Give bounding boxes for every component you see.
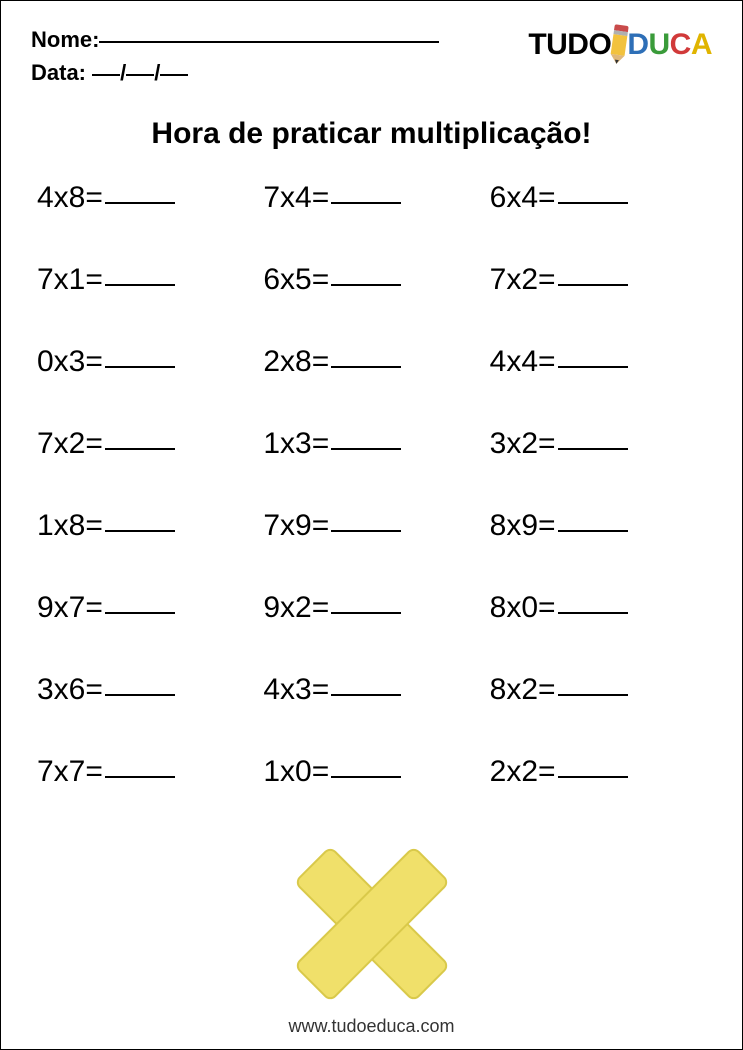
worksheet-page: Nome: Data: / / TUDO DUCA Hora de pratica… [0,0,743,1050]
answer-blank[interactable] [105,284,175,286]
problem-expression: 8x2= [490,673,556,707]
problem-item: 7x4= [263,181,479,215]
problem-expression: 4x4= [490,345,556,379]
problem-item: 2x2= [490,755,706,789]
problem-item: 8x9= [490,509,706,543]
problem-item: 7x9= [263,509,479,543]
answer-blank[interactable] [105,612,175,614]
problem-expression: 0x3= [37,345,103,379]
problem-item: 7x2= [37,427,253,461]
answer-blank[interactable] [105,202,175,204]
problem-expression: 7x1= [37,263,103,297]
answer-blank[interactable] [558,202,628,204]
answer-blank[interactable] [331,284,401,286]
problem-expression: 8x9= [490,509,556,543]
problem-item: 8x0= [490,591,706,625]
date-blank-year[interactable] [160,74,188,76]
answer-blank[interactable] [105,530,175,532]
name-label: Nome: [31,27,99,52]
brand-logo: TUDO DUCA [528,23,712,65]
problem-expression: 1x0= [263,755,329,789]
problem-item: 4x4= [490,345,706,379]
answer-blank[interactable] [558,284,628,286]
problem-item: 1x3= [263,427,479,461]
problem-item: 1x8= [37,509,253,543]
problem-expression: 9x2= [263,591,329,625]
student-fields: Nome: Data: / / [31,23,528,89]
answer-blank[interactable] [331,612,401,614]
problem-item: 6x5= [263,263,479,297]
problem-item: 9x7= [37,591,253,625]
problem-expression: 4x3= [263,673,329,707]
answer-blank[interactable] [331,776,401,778]
problem-item: 6x4= [490,181,706,215]
answer-blank[interactable] [558,448,628,450]
multiplication-x-icon [297,849,447,999]
problem-expression: 8x0= [490,591,556,625]
problem-expression: 2x8= [263,345,329,379]
problem-expression: 7x4= [263,181,329,215]
problem-item: 7x7= [37,755,253,789]
problem-item: 4x8= [37,181,253,215]
answer-blank[interactable] [331,694,401,696]
problem-item: 9x2= [263,591,479,625]
problem-item: 1x0= [263,755,479,789]
answer-blank[interactable] [558,776,628,778]
answer-blank[interactable] [558,530,628,532]
footer-url: www.tudoeduca.com [1,1016,742,1037]
problem-expression: 6x5= [263,263,329,297]
answer-blank[interactable] [105,448,175,450]
problem-expression: 2x2= [490,755,556,789]
problem-item: 8x2= [490,673,706,707]
answer-blank[interactable] [331,366,401,368]
problem-expression: 9x7= [37,591,103,625]
problem-item: 7x2= [490,263,706,297]
date-sep-1: / [120,60,126,85]
answer-blank[interactable] [558,694,628,696]
problem-expression: 7x2= [37,427,103,461]
problem-expression: 1x3= [263,427,329,461]
date-line: Data: / / [31,56,528,89]
answer-blank[interactable] [105,776,175,778]
answer-blank[interactable] [331,448,401,450]
answer-blank[interactable] [331,530,401,532]
answer-blank[interactable] [331,202,401,204]
problem-item: 3x2= [490,427,706,461]
problem-expression: 7x9= [263,509,329,543]
name-blank[interactable] [99,41,439,43]
problem-item: 2x8= [263,345,479,379]
problem-grid: 4x8= 7x4= 6x4= 7x1= 6x5= 7x2= 0x3= 2x8= 4x4= 7x2=… [31,181,712,789]
problem-expression: 7x2= [490,263,556,297]
problem-expression: 7x7= [37,755,103,789]
answer-blank[interactable] [558,612,628,614]
problem-expression: 3x6= [37,673,103,707]
date-blank-day[interactable] [92,74,120,76]
worksheet-title: Hora de praticar multiplicação! [31,117,712,151]
problem-item: 7x1= [37,263,253,297]
date-blank-month[interactable] [126,74,154,76]
answer-blank[interactable] [105,694,175,696]
problem-expression: 3x2= [490,427,556,461]
problem-item: 0x3= [37,345,253,379]
logo-text-duca: DUCA [627,28,712,62]
problem-expression: 4x8= [37,181,103,215]
problem-item: 4x3= [263,673,479,707]
answer-blank[interactable] [105,366,175,368]
date-sep-2: / [154,60,160,85]
logo-text-tudo: TUDO [528,28,611,62]
header-row: Nome: Data: / / TUDO DUCA [31,23,712,89]
name-line: Nome: [31,23,528,56]
problem-item: 3x6= [37,673,253,707]
problem-expression: 6x4= [490,181,556,215]
problem-expression: 1x8= [37,509,103,543]
answer-blank[interactable] [558,366,628,368]
date-label: Data: [31,60,86,85]
